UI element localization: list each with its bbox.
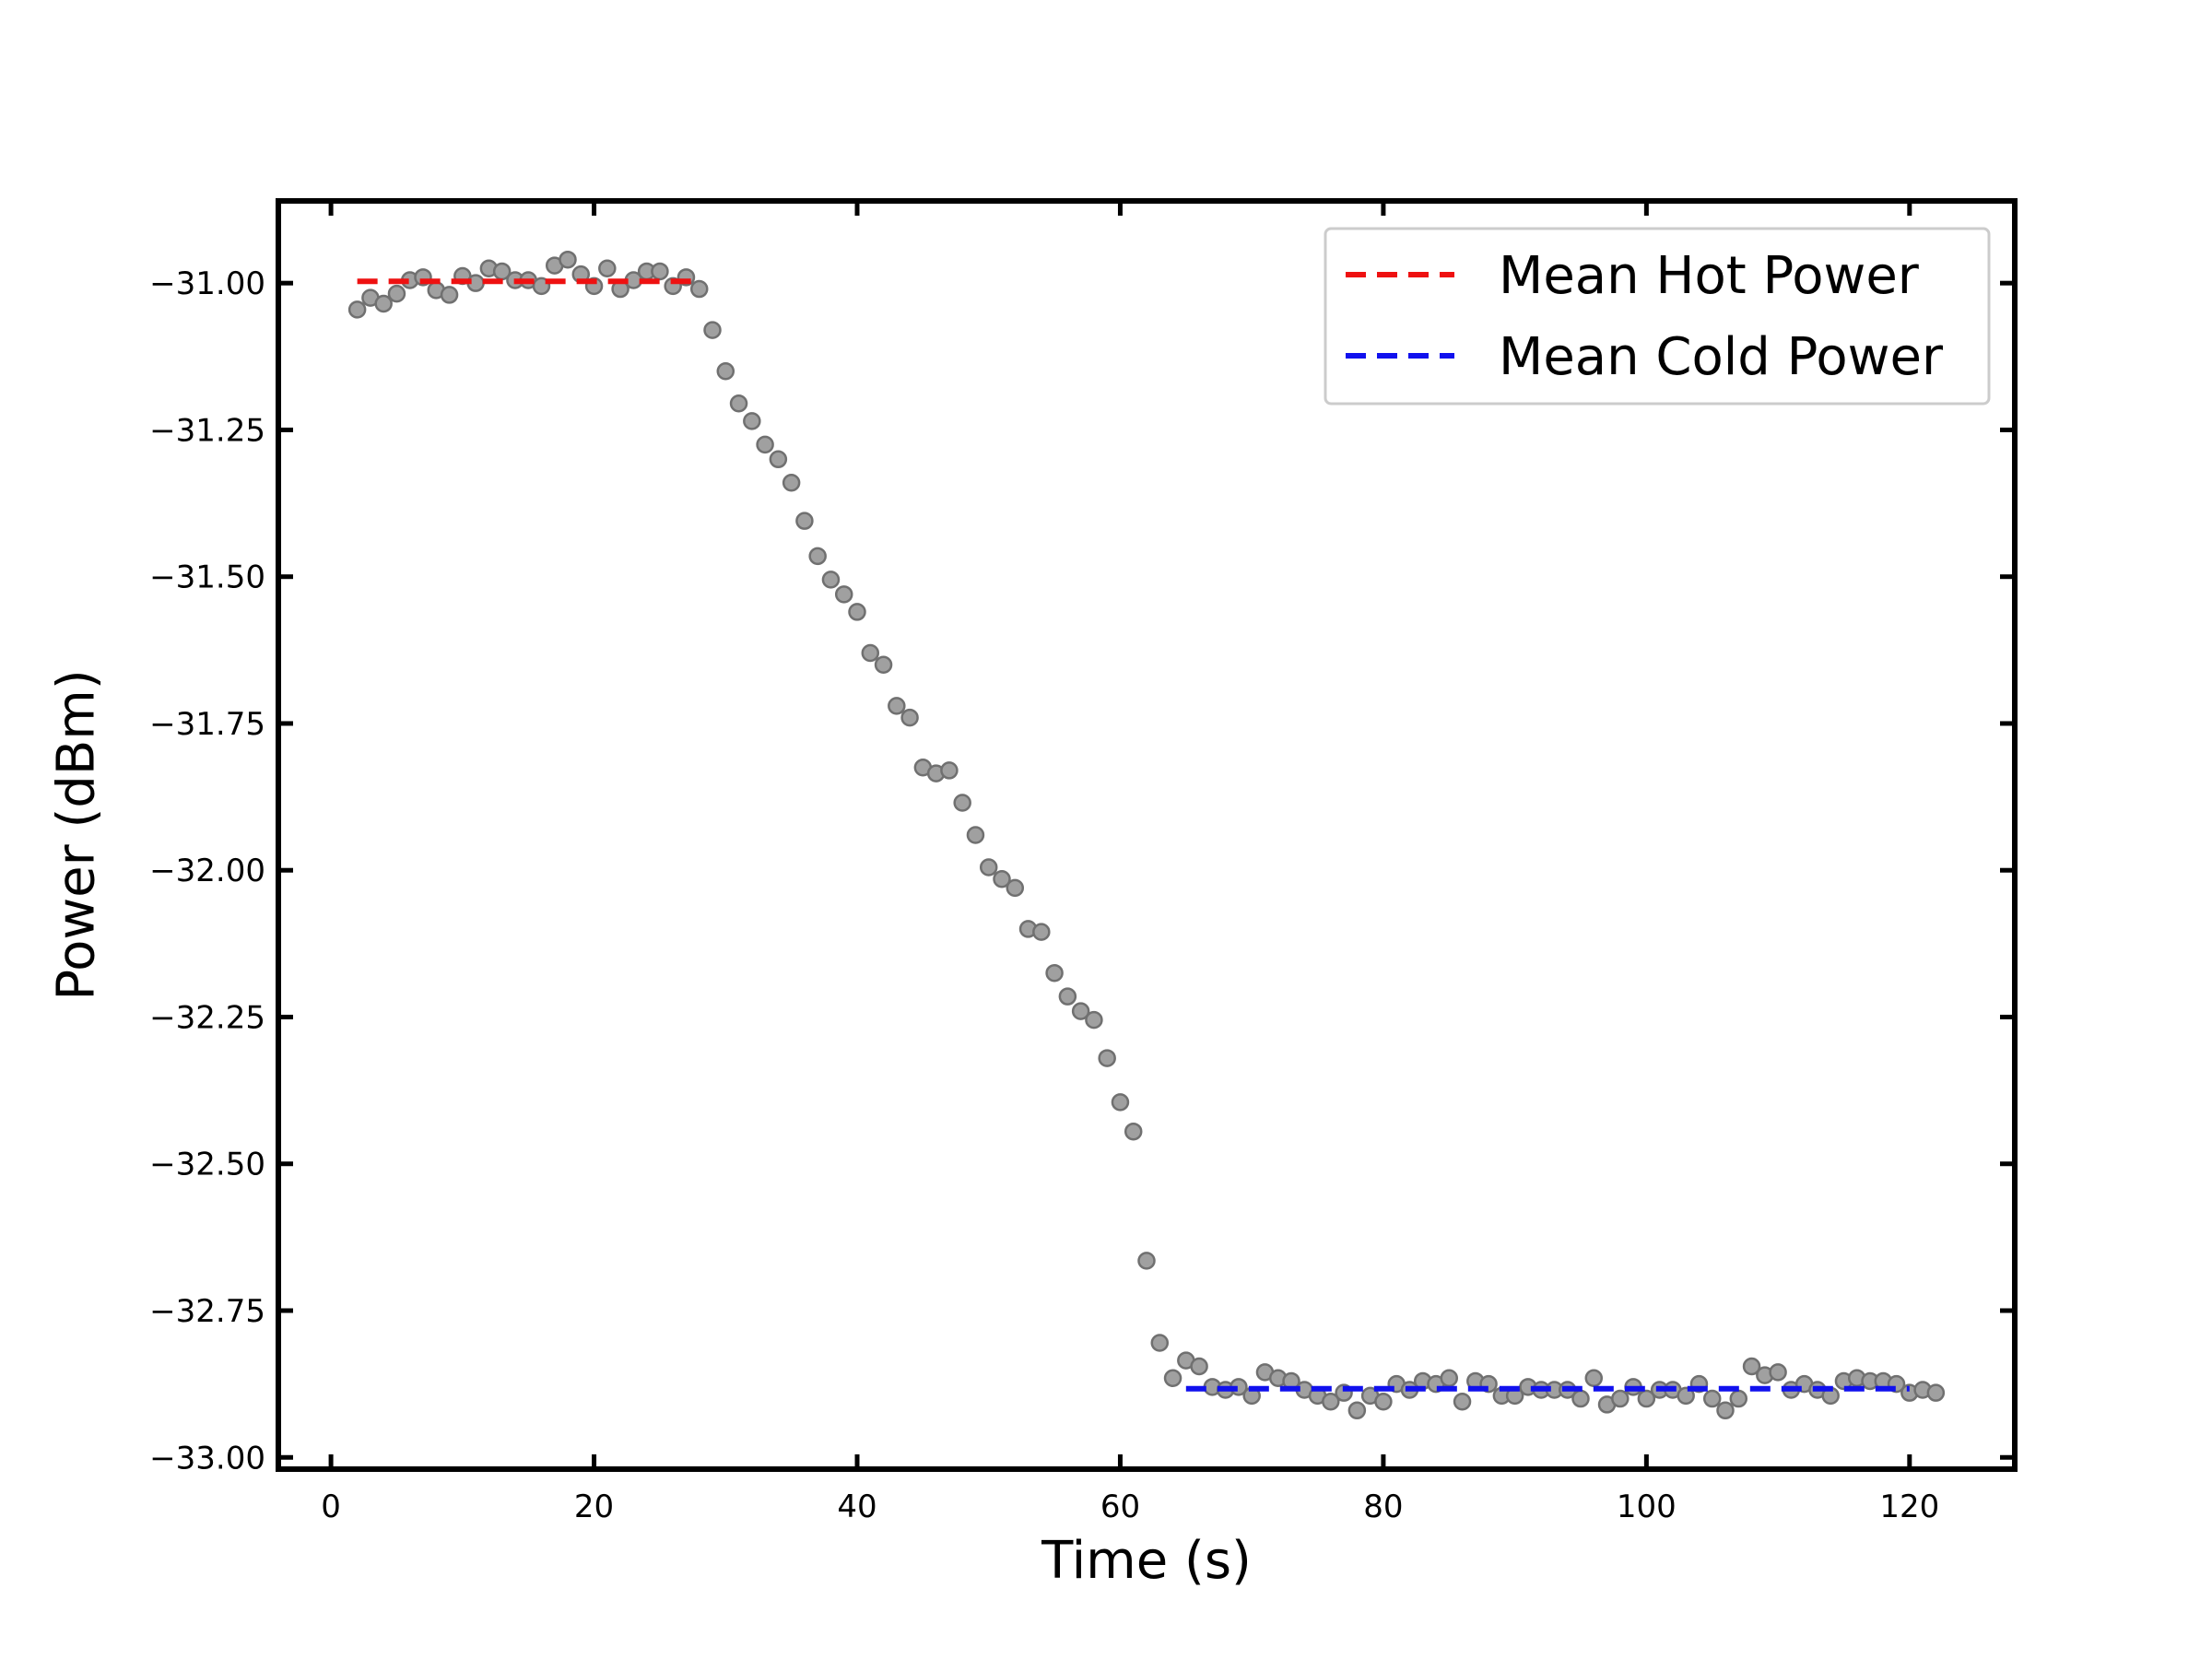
x-tick-label: 100 <box>1617 1488 1677 1525</box>
data-point <box>1584 1369 1604 1388</box>
data-point <box>1098 1049 1116 1067</box>
data-point <box>1006 878 1025 898</box>
x-tick-label: 80 <box>1363 1488 1403 1525</box>
data-point <box>900 708 919 727</box>
data-point <box>769 450 788 469</box>
data-point <box>1729 1389 1748 1408</box>
data-point <box>1111 1093 1130 1112</box>
data-point <box>1085 1010 1103 1030</box>
data-point <box>821 571 841 589</box>
data-point <box>1190 1357 1208 1376</box>
data-point <box>598 259 617 278</box>
y-axis-label: Power (dBm) <box>47 669 107 1000</box>
data-point <box>1374 1392 1393 1411</box>
data-point <box>874 655 893 675</box>
data-point <box>979 858 998 877</box>
data-point <box>1742 1357 1761 1376</box>
data-point <box>993 870 1011 888</box>
data-point <box>374 294 393 313</box>
mean-lines <box>357 278 1910 1392</box>
y-tick-label: −32.50 <box>149 1147 265 1183</box>
data-point <box>861 643 880 663</box>
legend: Mean Hot Power Mean Cold Power <box>1324 227 1991 406</box>
data-point <box>1769 1363 1787 1382</box>
x-tick-label: 40 <box>837 1488 877 1525</box>
data-point <box>1045 963 1064 982</box>
legend-label-hot: Mean Hot Power <box>1499 246 1920 306</box>
data-point <box>1137 1252 1156 1270</box>
data-point <box>1926 1383 1946 1402</box>
data-point <box>966 826 985 844</box>
data-point <box>1716 1401 1735 1420</box>
y-tick-label: −33.00 <box>149 1440 265 1477</box>
data-point <box>729 394 748 413</box>
data-point <box>782 474 801 492</box>
data-point <box>689 279 709 299</box>
data-point <box>1571 1389 1590 1408</box>
data-point <box>834 585 853 604</box>
legend-label-cold: Mean Cold Power <box>1499 327 1944 387</box>
y-tick-label: −31.75 <box>149 706 265 743</box>
data-point <box>559 250 577 269</box>
data-point <box>440 286 459 304</box>
data-point <box>1032 923 1051 941</box>
data-point <box>1637 1389 1656 1408</box>
x-tick-label: 120 <box>1879 1488 1939 1525</box>
data-point <box>651 262 669 281</box>
x-tick-label: 20 <box>574 1488 614 1525</box>
data-point <box>953 794 971 812</box>
y-tick-label: −31.50 <box>149 559 265 596</box>
data-point <box>703 321 722 339</box>
plot-frame <box>276 198 2018 1472</box>
y-tick-label: −32.75 <box>149 1293 265 1330</box>
data-point <box>387 284 406 303</box>
axis-tick-labels: 0 20 40 60 80 100 120 −31.00 −31.25 −31.50 −31.75 −… <box>149 265 1939 1525</box>
x-tick-label: 0 <box>321 1488 341 1525</box>
data-point <box>743 412 761 430</box>
data-point <box>1677 1386 1695 1406</box>
data-point <box>1058 987 1077 1006</box>
y-tick-label: −32.00 <box>149 853 265 889</box>
data-point <box>1322 1392 1340 1411</box>
data-point <box>1150 1334 1170 1352</box>
data-point <box>1347 1401 1367 1420</box>
data-point <box>347 300 367 319</box>
data-point <box>1124 1122 1143 1141</box>
data-point <box>1071 1002 1090 1020</box>
data-point <box>888 697 906 715</box>
data-point <box>1440 1369 1459 1388</box>
data-point <box>795 512 814 530</box>
data-point <box>1163 1369 1182 1388</box>
data-point <box>1453 1392 1472 1411</box>
data-point <box>940 761 959 780</box>
data-point <box>756 435 774 454</box>
data-point <box>808 547 827 566</box>
x-tick-label: 60 <box>1100 1488 1140 1525</box>
data-point <box>848 603 866 621</box>
data-point <box>1611 1389 1630 1408</box>
y-tick-label: −31.25 <box>149 412 265 449</box>
data-point <box>1702 1389 1722 1408</box>
data-point <box>716 361 735 381</box>
y-tick-label: −31.00 <box>149 265 265 302</box>
legend-box <box>1324 227 1991 406</box>
y-tick-label: −32.25 <box>149 999 265 1036</box>
x-axis-label: Time (s) <box>1041 1531 1252 1591</box>
